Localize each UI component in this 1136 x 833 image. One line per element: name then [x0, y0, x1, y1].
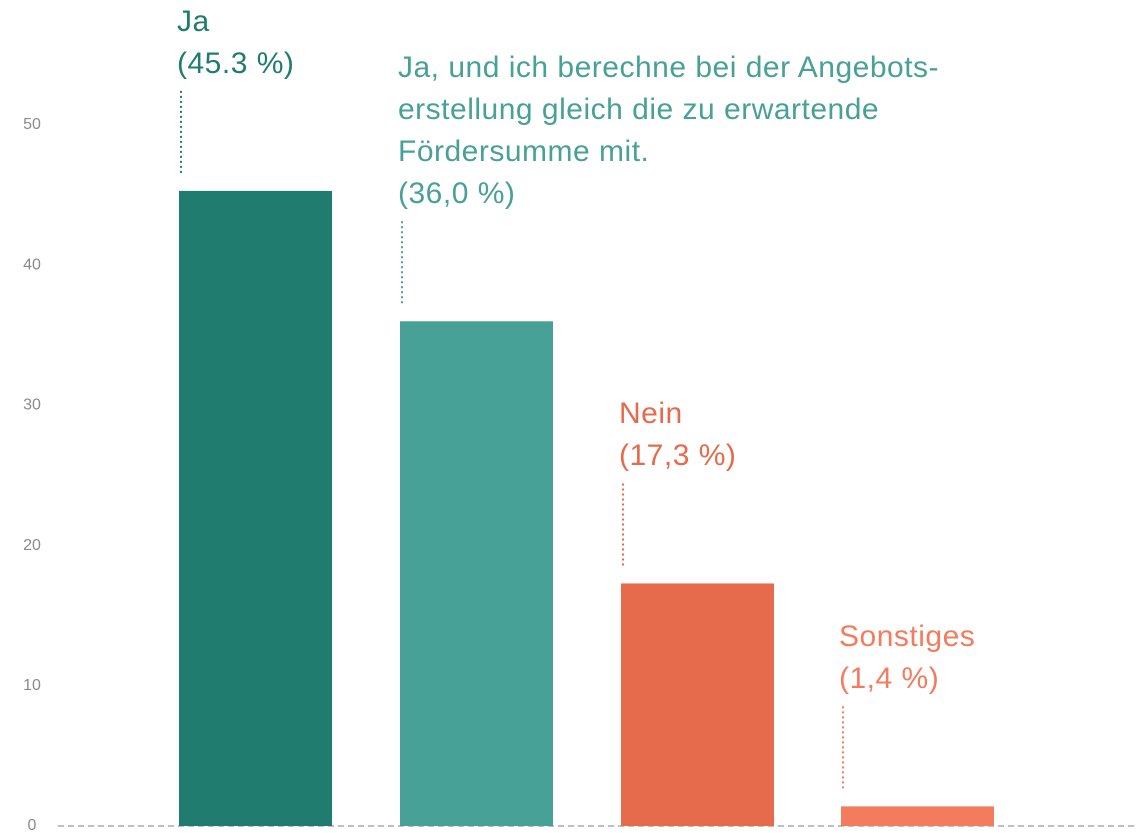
value-label: (17,3 %) — [619, 439, 737, 473]
bar-label: Ja, und ich berechne bei der Angebots- e… — [398, 47, 939, 215]
bar-label: Nein (17,3 %) — [619, 393, 736, 477]
y-tick-label: 20 — [23, 537, 41, 554]
value-label: (36,0 %) — [398, 177, 516, 211]
bar-label: Ja (45.3 %) — [177, 1, 294, 85]
y-tick-label: 30 — [23, 397, 41, 414]
bar — [841, 806, 994, 826]
value-label: (1,4 %) — [839, 662, 940, 696]
y-tick-label: 50 — [23, 116, 41, 133]
category-label: Nein — [619, 397, 683, 431]
value-label: (45.3 %) — [177, 46, 295, 80]
category-label: Sonstiges — [839, 620, 976, 654]
category-label: Ja — [177, 4, 210, 38]
bar — [400, 321, 553, 826]
bar-label: Sonstiges (1,4 %) — [839, 616, 975, 700]
y-tick-label: 40 — [23, 256, 41, 273]
category-label: Ja, und ich berechne bei der Angebots- e… — [398, 51, 940, 169]
bar — [179, 190, 332, 827]
bar — [621, 583, 774, 826]
y-tick-label: 0 — [28, 817, 37, 833]
y-tick-label: 10 — [23, 677, 41, 694]
